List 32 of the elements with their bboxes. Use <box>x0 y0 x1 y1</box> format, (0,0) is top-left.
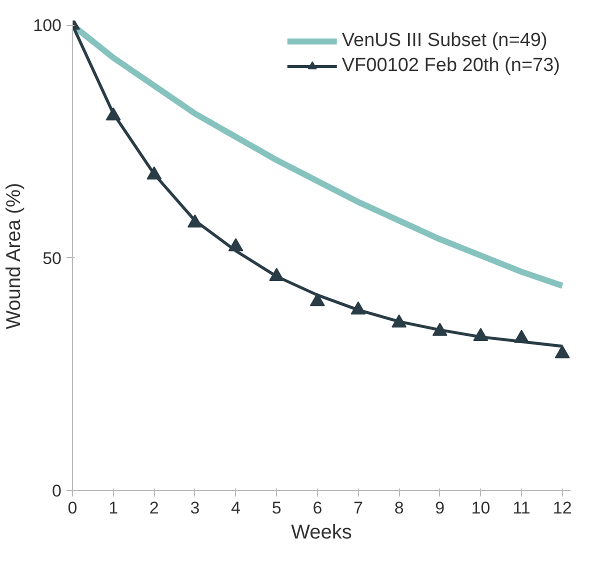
x-axis-title: Weeks <box>291 522 352 544</box>
point <box>473 328 488 342</box>
point <box>106 107 121 120</box>
x-tick-label: 1 <box>108 498 118 518</box>
x-tick-label: 7 <box>354 498 363 518</box>
y-tick-label: 50 <box>42 248 62 268</box>
point <box>187 214 202 228</box>
point <box>310 292 325 306</box>
x-tick-label: 4 <box>231 498 241 518</box>
x-tick-label: 2 <box>149 498 159 518</box>
x-tick-label: 0 <box>68 498 78 518</box>
point <box>146 166 162 180</box>
point <box>228 238 244 252</box>
x-tick-label: 5 <box>272 498 282 518</box>
x-tick-label: 6 <box>312 498 322 518</box>
point <box>269 268 284 281</box>
y-tick-label: 100 <box>33 16 62 36</box>
point <box>432 322 448 336</box>
x-tick-label: 12 <box>552 498 572 518</box>
x-tick-label: 11 <box>512 498 530 518</box>
x-tick-label: 8 <box>394 498 404 518</box>
legend-label: VF00102 Feb 20th (n=73) <box>342 55 560 77</box>
point <box>392 314 407 328</box>
x-tick-label: 3 <box>190 498 200 518</box>
x-tick-label: 9 <box>435 498 445 518</box>
y-axis-title: Wound Area (%) <box>3 182 26 330</box>
x-tick-label: 10 <box>471 498 490 518</box>
point <box>554 345 570 358</box>
point <box>514 330 530 343</box>
y-tick-label: 0 <box>52 482 62 500</box>
point <box>350 301 366 314</box>
legend-label: VenUS III Subset (n=49) <box>342 30 548 52</box>
